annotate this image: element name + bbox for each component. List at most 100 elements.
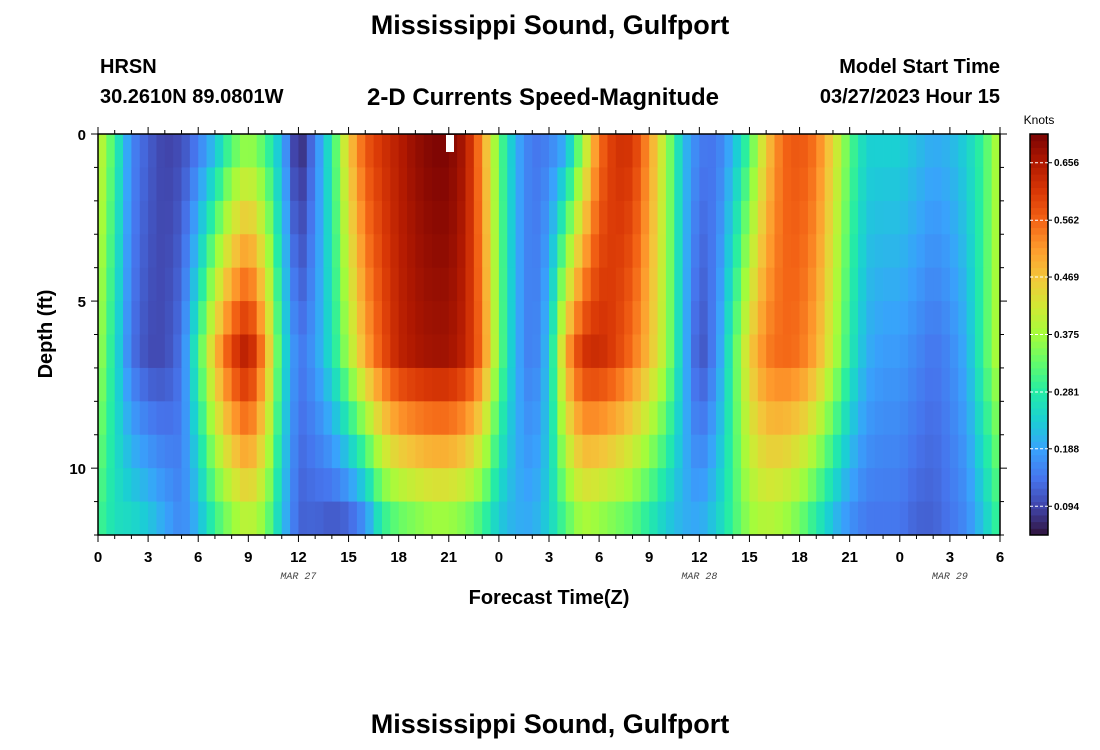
heatmap-cell (665, 367, 675, 402)
heatmap-cell (231, 401, 241, 436)
heatmap-cell (248, 367, 258, 402)
heatmap-cell (757, 301, 767, 335)
heatmap-cell (265, 367, 274, 402)
x-tick-label: 3 (545, 549, 553, 566)
heatmap-cell (791, 134, 800, 168)
heatmap-cell (473, 501, 483, 536)
heatmap-cell (490, 134, 500, 168)
heatmap-cell (782, 134, 792, 168)
heatmap-cell (123, 301, 132, 335)
heatmap-cell (98, 334, 107, 369)
heatmap-cell (540, 501, 550, 536)
heatmap-cell (699, 401, 709, 436)
heatmap-cell (916, 234, 926, 269)
colorbar-segment (1030, 334, 1048, 342)
heatmap-cell (757, 367, 767, 402)
y-tick-label: 10 (69, 461, 86, 478)
heatmap-cell (966, 367, 976, 402)
heatmap-cell (966, 167, 976, 202)
heatmap-cell (448, 301, 458, 335)
heatmap-cell (599, 501, 608, 536)
heatmap-cell (933, 134, 942, 168)
heatmap-cell (239, 401, 249, 436)
heatmap-cell (407, 167, 416, 202)
heatmap-cell (991, 267, 1001, 302)
heatmap-cell (782, 501, 792, 536)
heatmap-cell (640, 501, 650, 536)
heatmap-cell (348, 167, 358, 202)
heatmap-cell (916, 434, 926, 469)
heatmap-cell (465, 200, 475, 235)
heatmap-cell (665, 334, 675, 369)
heatmap-cell (390, 234, 400, 269)
heatmap-cell (432, 501, 441, 536)
heatmap-cell (891, 134, 901, 168)
heatmap-cell (365, 134, 375, 168)
heatmap-cell (799, 434, 809, 469)
heatmap-cell (482, 434, 491, 469)
heatmap-cell (348, 301, 358, 335)
heatmap-cell (390, 401, 400, 436)
heatmap-cell (858, 501, 867, 536)
heatmap-cell (164, 167, 174, 202)
heatmap-cell (432, 234, 441, 269)
heatmap-cell (206, 367, 216, 402)
heatmap-cell (498, 501, 508, 536)
heatmap-cell (365, 401, 375, 436)
heatmap-cell (791, 167, 800, 202)
heatmap-cell (640, 401, 650, 436)
heatmap-cell (340, 434, 349, 469)
date-label: MAR 29 (932, 572, 968, 583)
heatmap-cell (323, 501, 333, 536)
heatmap-cell (757, 468, 767, 502)
heatmap-cell (640, 167, 650, 202)
heatmap-cell (949, 434, 959, 469)
heatmap-cell (766, 234, 775, 269)
heatmap-cell (682, 134, 692, 168)
heatmap-cell (657, 301, 667, 335)
colorbar-tick-label: 0.094 (1054, 502, 1079, 513)
heatmap-cell (916, 167, 926, 202)
heatmap-cell (248, 200, 258, 235)
heatmap-cell (331, 267, 341, 302)
heatmap-cell (273, 334, 283, 369)
colorbar-segment (1030, 281, 1048, 289)
heatmap-cell (983, 367, 993, 402)
heatmap-cell (891, 367, 901, 402)
heatmap-cell (214, 434, 224, 469)
heatmap-cell (139, 367, 149, 402)
heatmap-cell (482, 401, 491, 436)
heatmap-cell (98, 200, 107, 235)
heatmap-cell (281, 401, 291, 436)
heatmap-cell (448, 401, 458, 436)
heatmap-cell (273, 200, 283, 235)
heatmap-cell (766, 401, 775, 436)
heatmap-cell (315, 367, 324, 402)
colorbar-segment (1030, 341, 1048, 349)
heatmap-cell (690, 134, 700, 168)
heatmap-cell (782, 401, 792, 436)
colorbar-segment (1030, 314, 1048, 322)
heatmap-cell (690, 468, 700, 502)
heatmap-cell (807, 200, 817, 235)
heatmap-cell (498, 334, 508, 369)
colorbar-tick-label: 0.562 (1054, 216, 1079, 227)
heatmap-cell (908, 501, 917, 536)
heatmap-cell (791, 234, 800, 269)
heatmap-cell (757, 167, 767, 202)
heatmap-cell (607, 434, 617, 469)
heatmap-cell (632, 234, 642, 269)
heatmap-cell (198, 267, 207, 302)
heatmap-cell (457, 367, 466, 402)
heatmap-cell (724, 434, 734, 469)
heatmap-cell (757, 334, 767, 369)
heatmap-cell (540, 267, 550, 302)
heatmap-cell (724, 367, 734, 402)
heatmap-cell (949, 167, 959, 202)
colorbar-segment (1030, 494, 1048, 503)
heatmap-cell (315, 167, 324, 202)
heatmap-cell (415, 434, 425, 469)
heatmap-cell (866, 167, 876, 202)
heatmap-cell (983, 167, 993, 202)
heatmap-cell (974, 434, 984, 469)
